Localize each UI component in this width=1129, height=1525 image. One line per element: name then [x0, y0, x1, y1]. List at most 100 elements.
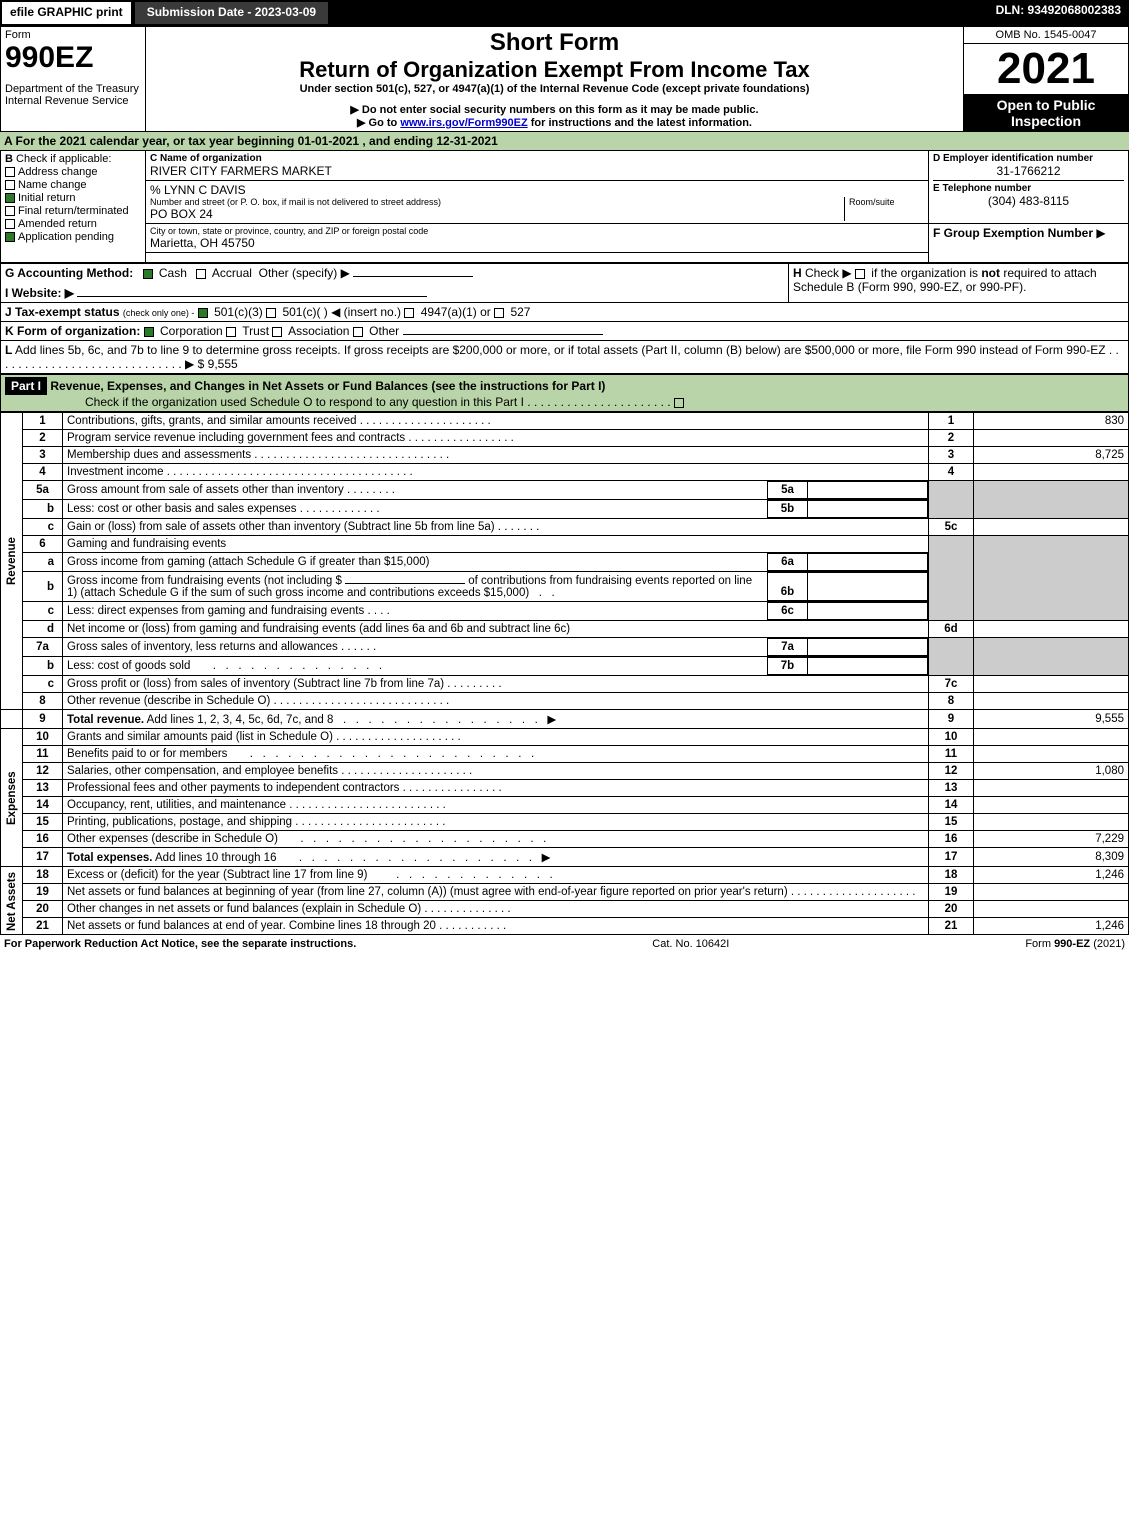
cb-amended-return[interactable]: Amended return — [5, 218, 141, 230]
l10-box: 10 — [929, 729, 974, 746]
f-arrow: ▶ — [1096, 226, 1105, 240]
l19-box: 19 — [929, 884, 974, 901]
irs-link[interactable]: www.irs.gov/Form990EZ — [400, 117, 527, 129]
cb-corp[interactable] — [144, 327, 154, 337]
l6a-ival — [808, 554, 928, 571]
cb-name-change[interactable]: Name change — [5, 179, 141, 191]
l4-val — [974, 464, 1129, 481]
return-title: Return of Organization Exempt From Incom… — [150, 57, 959, 83]
l7a-num: 7a — [23, 638, 63, 657]
h-not: not — [981, 266, 1000, 280]
l19-val — [974, 884, 1129, 901]
cb-schedule-b[interactable] — [855, 269, 865, 279]
l16-box: 16 — [929, 831, 974, 848]
cb-cash[interactable] — [143, 269, 153, 279]
cb-501c[interactable] — [266, 308, 276, 318]
b-text: Check if applicable: — [16, 153, 111, 165]
l8-num: 8 — [23, 693, 63, 710]
cb-schedule-o[interactable] — [674, 398, 684, 408]
inst2b: for instructions and the latest informat… — [528, 117, 752, 129]
footer-right: Form 990-EZ (2021) — [1025, 938, 1125, 950]
h-label: H — [793, 266, 802, 280]
h-text2: if the organization is — [868, 266, 981, 280]
l3-val: 8,725 — [974, 447, 1129, 464]
city: Marietta, OH 45750 — [150, 236, 924, 250]
l21-val: 1,246 — [974, 918, 1129, 935]
j-501c: 501(c)( ) ◀ (insert no.) — [282, 305, 401, 319]
l9-box: 9 — [929, 710, 974, 729]
l5b-row: Less: cost or other basis and sales expe… — [63, 500, 929, 519]
l19-num: 19 — [23, 884, 63, 901]
l7b-ival — [808, 658, 928, 675]
l12-num: 12 — [23, 763, 63, 780]
k-assoc: Association — [288, 324, 349, 338]
l20-num: 20 — [23, 901, 63, 918]
l6-desc: Gaming and fundraising events — [63, 536, 929, 553]
cb-final-return[interactable]: Final return/terminated — [5, 205, 141, 217]
part1-title: Revenue, Expenses, and Changes in Net As… — [50, 379, 605, 393]
l13-num: 13 — [23, 780, 63, 797]
cb-4947[interactable] — [404, 308, 414, 318]
l14-box: 14 — [929, 797, 974, 814]
b-label: B — [5, 153, 13, 165]
cb-other[interactable] — [353, 327, 363, 337]
l13-box: 13 — [929, 780, 974, 797]
inst1: ▶ Do not enter social security numbers o… — [150, 103, 959, 116]
l20-desc: Other changes in net assets or fund bala… — [63, 901, 929, 918]
l6c-ibox: 6c — [768, 603, 808, 620]
k-other-line — [403, 334, 603, 335]
l7a-ibox: 7a — [768, 639, 808, 656]
cb-assoc[interactable] — [272, 327, 282, 337]
l2-val — [974, 430, 1129, 447]
l1-num: 1 — [23, 413, 63, 430]
l17-box: 17 — [929, 848, 974, 867]
entity-spacer — [146, 253, 929, 263]
section-l: L Add lines 5b, 6c, and 7b to line 9 to … — [1, 341, 1129, 374]
cb-address-change[interactable]: Address change — [5, 166, 141, 178]
section-g: G Accounting Method: Cash Accrual Other … — [1, 264, 789, 303]
l21-num: 21 — [23, 918, 63, 935]
ein: 31-1766212 — [933, 164, 1124, 178]
ghijkl-table: G Accounting Method: Cash Accrual Other … — [0, 263, 1129, 374]
cb-amended-label: Amended return — [18, 218, 97, 230]
cb-initial-return[interactable]: Initial return — [5, 192, 141, 204]
section-h: H Check ▶ if the organization is not req… — [789, 264, 1129, 303]
d-label: D Employer identification number — [933, 153, 1124, 164]
l6d-val — [974, 621, 1129, 638]
j-501c3: 501(c)(3) — [214, 305, 263, 319]
l21-desc: Net assets or fund balances at end of ye… — [63, 918, 929, 935]
l15-val — [974, 814, 1129, 831]
l16-val: 7,229 — [974, 831, 1129, 848]
l9-desc: Total revenue. Add lines 1, 2, 3, 4, 5c,… — [63, 710, 929, 729]
cb-501c3[interactable] — [198, 308, 208, 318]
cb-application-pending[interactable]: Application pending — [5, 231, 141, 243]
l10-val — [974, 729, 1129, 746]
l2-box: 2 — [929, 430, 974, 447]
g-label: G Accounting Method: — [5, 266, 133, 280]
l15-desc: Printing, publications, postage, and shi… — [63, 814, 929, 831]
part1-row: Part I Revenue, Expenses, and Changes in… — [1, 375, 1129, 412]
l21-box: 21 — [929, 918, 974, 935]
k-label: K Form of organization: — [5, 324, 140, 338]
l20-val — [974, 901, 1129, 918]
cash-label: Cash — [159, 266, 187, 280]
l5a-row: Gross amount from sale of assets other t… — [63, 481, 929, 500]
lines-table: Revenue 1 Contributions, gifts, grants, … — [0, 412, 1129, 935]
care-of: % LYNN C DAVIS — [150, 183, 924, 197]
f-label: F Group Exemption Number — [933, 226, 1093, 240]
cb-accrual[interactable] — [196, 269, 206, 279]
l5b-ibox: 5b — [768, 501, 808, 518]
l5c-box: 5c — [929, 519, 974, 536]
cb-527[interactable] — [494, 308, 504, 318]
l4-box: 4 — [929, 464, 974, 481]
l11-val — [974, 746, 1129, 763]
l8-desc: Other revenue (describe in Schedule O) .… — [63, 693, 929, 710]
form-number: 990EZ — [5, 41, 141, 75]
l8-val — [974, 693, 1129, 710]
l17-desc: Total expenses. Add lines 10 through 16 … — [63, 848, 929, 867]
l3-box: 3 — [929, 447, 974, 464]
street: PO BOX 24 — [150, 207, 844, 221]
l19-desc: Net assets or fund balances at beginning… — [63, 884, 929, 901]
l-arrow: ▶ $ — [185, 357, 204, 371]
cb-trust[interactable] — [226, 327, 236, 337]
